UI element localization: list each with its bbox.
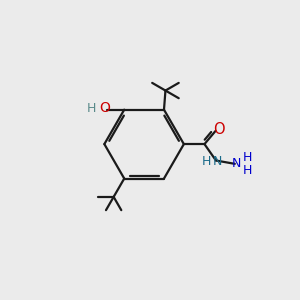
Text: H: H xyxy=(87,102,96,115)
Text: H: H xyxy=(242,151,252,164)
Text: H: H xyxy=(242,164,252,177)
Text: O: O xyxy=(99,101,110,115)
Text: N: N xyxy=(212,154,222,168)
Text: O: O xyxy=(213,122,225,137)
Text: N: N xyxy=(232,157,241,170)
Text: H: H xyxy=(202,154,211,168)
